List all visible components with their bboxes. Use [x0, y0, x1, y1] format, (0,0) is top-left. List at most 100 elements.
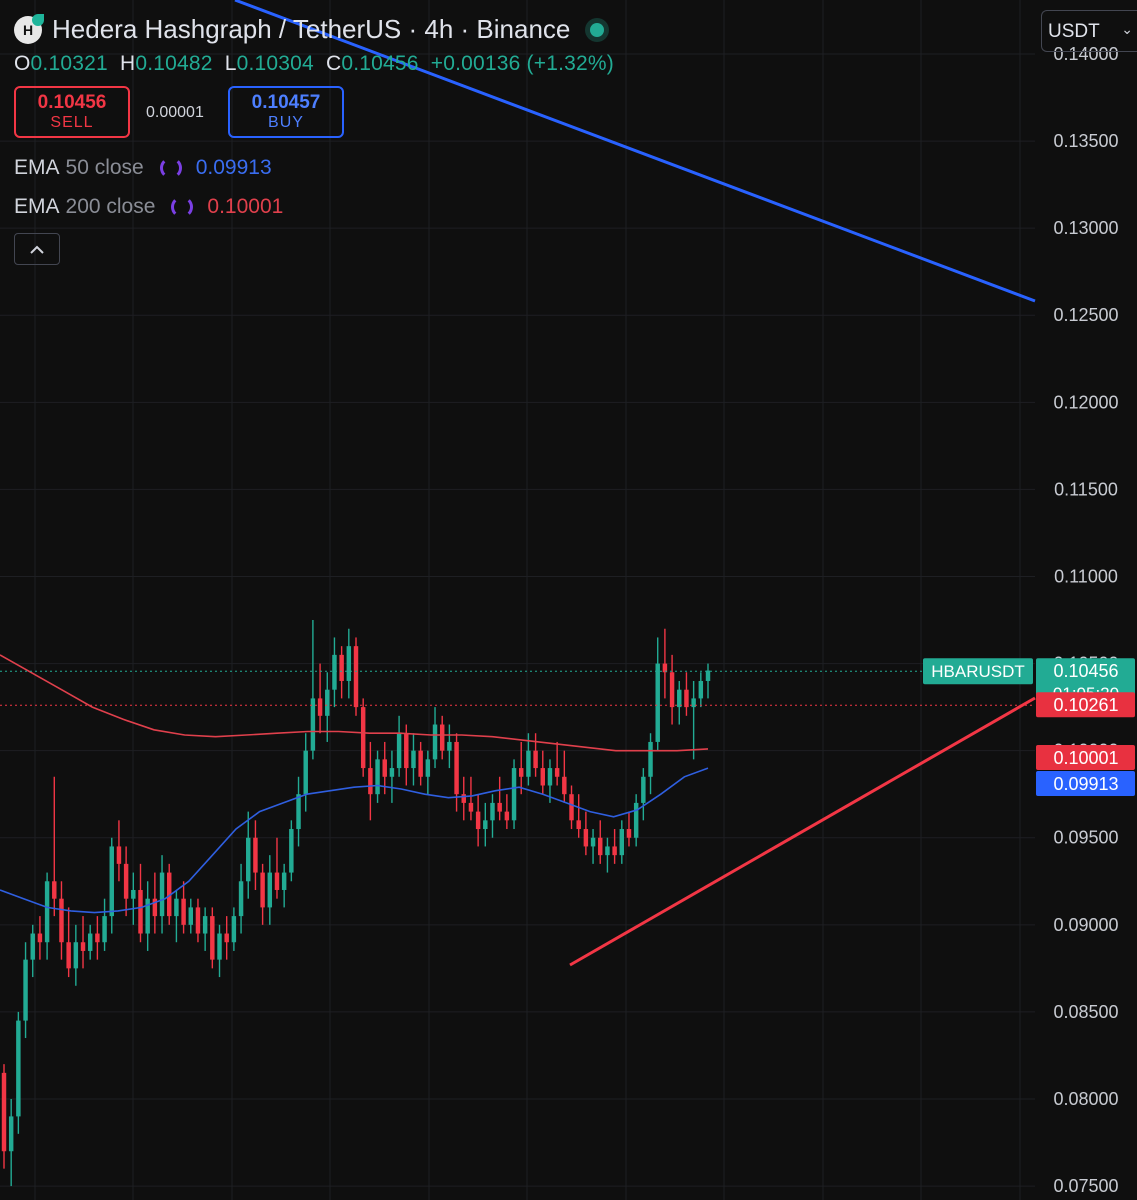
candle-body-up	[648, 741, 653, 777]
indicator-value: 0.09913	[195, 156, 272, 179]
candle-body-down	[569, 794, 574, 821]
price-tick-label: 0.11000	[1054, 566, 1118, 586]
candle-body-down	[353, 646, 359, 708]
candle-body-up	[102, 916, 107, 943]
candle-body-up	[289, 829, 294, 873]
market-status-icon[interactable]	[590, 22, 605, 37]
price-tag-bg	[1036, 771, 1135, 796]
candle-body-down	[554, 768, 560, 777]
candle-body-down	[626, 829, 632, 838]
candle-body-up	[188, 907, 194, 925]
candle-body-up	[44, 881, 50, 943]
high-value: 0.10482	[135, 52, 213, 75]
candle-body-up	[619, 829, 625, 856]
candle-body-up	[131, 889, 136, 899]
candle-body-up	[23, 959, 28, 1021]
candle-body-up	[425, 759, 431, 777]
candle-body-up	[332, 654, 337, 690]
logo-letter: H	[22, 21, 34, 38]
indicator-ema200[interactable]: EMA 200 close 0.10001	[14, 195, 283, 219]
candle-body-down	[80, 942, 86, 951]
candle-body-down	[562, 776, 567, 795]
candle-body-down	[37, 933, 43, 943]
candle-body-up	[396, 733, 402, 769]
price-tick-label: 0.09500	[1053, 828, 1118, 848]
candle-body-down	[1, 1072, 7, 1152]
candle-body-up	[16, 1020, 21, 1117]
candle-body-up	[677, 689, 682, 708]
chevron-down-icon: ⌄	[1121, 21, 1133, 37]
price-tick-label: 0.09000	[1053, 915, 1118, 935]
price-tick-label: 0.08000	[1053, 1089, 1118, 1109]
open-label: O	[14, 52, 31, 75]
candle-body-down	[533, 750, 538, 769]
candle-body-down	[540, 768, 546, 786]
candle-body-down	[339, 654, 344, 681]
price-axis[interactable]: 0.14000 0.13500 0.13000 0.12500 0.12000 0.115…	[1053, 44, 1118, 1196]
candle-body-down	[382, 759, 387, 777]
candle-body-up	[325, 689, 330, 716]
candle-body-down	[418, 750, 423, 777]
price-tick-label: 0.11500	[1054, 479, 1118, 499]
chart-grid	[0, 0, 1035, 1200]
candle-body-up	[303, 750, 308, 795]
candle-body-up	[483, 820, 488, 830]
chevron-up-icon	[30, 245, 44, 254]
candle-body-down	[253, 837, 258, 873]
candle-body-up	[641, 776, 646, 803]
price-tag: 0.10261	[1053, 695, 1118, 715]
sell-button[interactable]: 0.10456 SELL	[14, 86, 130, 138]
candle-body-up	[73, 942, 79, 969]
candle-body-up	[145, 898, 150, 934]
candle-body-down	[475, 811, 481, 830]
candle-body-up	[202, 916, 208, 934]
candle-body-down	[274, 872, 280, 890]
candle-body-down	[454, 741, 459, 795]
ema200-line	[0, 654, 709, 752]
low-value: 0.10304	[236, 52, 314, 75]
price-labels: HBARUSDT0.1045601:05:200.102610.100010.0…	[0, 658, 1135, 796]
candle-body-down	[368, 768, 373, 795]
indicator-value: 0.10001	[207, 195, 284, 218]
candle-body-down	[95, 933, 100, 943]
candle-body-up	[605, 846, 610, 856]
candle-body-down	[317, 698, 323, 716]
hedera-logo-icon: H	[14, 13, 44, 44]
collapse-indicators-button[interactable]	[14, 233, 60, 265]
candle-body-down	[224, 933, 229, 943]
price-tag: 0.09913	[1053, 774, 1118, 794]
candle-body-down	[195, 907, 201, 934]
price-tick-label: 0.07500	[1053, 1176, 1118, 1196]
candle-body-down	[461, 794, 466, 803]
high-label: H	[119, 52, 136, 75]
candle-body-down	[612, 846, 617, 856]
candle-body-up	[698, 680, 704, 699]
candle-body-up	[511, 768, 517, 821]
currency-select[interactable]: USDT ⌄	[1041, 10, 1137, 52]
close-label: C	[325, 52, 342, 75]
candlesticks	[1, 620, 711, 1187]
candle-body-down	[439, 724, 445, 751]
descending-trendline	[234, 0, 1036, 303]
price-tag: 0.10001	[1053, 748, 1118, 768]
candle-body-up	[490, 802, 495, 821]
buy-button[interactable]: 0.10457 BUY	[228, 86, 344, 138]
candle-body-down	[138, 889, 143, 934]
candle-body-down	[468, 802, 474, 812]
candle-body-down	[152, 898, 158, 917]
price-tag-bg	[1036, 692, 1135, 718]
indicator-ema50[interactable]: EMA 50 close 0.09913	[14, 156, 272, 180]
candle-body-up	[691, 698, 696, 708]
candle-body-up	[432, 724, 438, 760]
candle-body-up	[346, 646, 352, 681]
candle-body-up	[87, 933, 93, 951]
ema-lines	[0, 654, 709, 914]
candle-body-down	[497, 802, 502, 812]
trendlines[interactable]	[234, 0, 1036, 967]
candle-body-up	[246, 837, 251, 882]
candle-body-up	[8, 1116, 14, 1152]
candle-body-up	[375, 759, 380, 795]
symbol-title[interactable]: Hedera Hashgraph / TetherUS · 4h · Binan…	[52, 14, 571, 44]
candle-body-up	[231, 916, 237, 943]
